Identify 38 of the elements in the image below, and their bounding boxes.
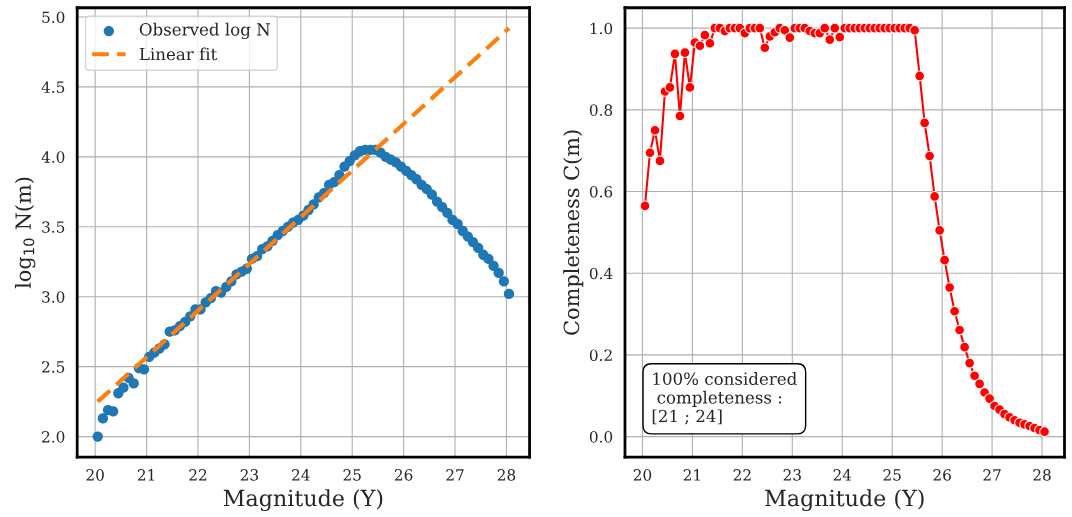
y-tick-label: 2.0 bbox=[42, 431, 65, 443]
y-tick-label: 4.0 bbox=[41, 151, 65, 163]
legend-label: Observed log N bbox=[139, 22, 270, 40]
y-axis-title: Completeness C(m) bbox=[563, 130, 584, 335]
y-tick-label: 0.2 bbox=[589, 349, 612, 361]
x-tick-label: 23 bbox=[783, 469, 801, 481]
x-tick-label: 27 bbox=[446, 469, 464, 481]
x-tick-label: 28 bbox=[497, 469, 516, 481]
y-tick-label: 3.0 bbox=[42, 291, 65, 303]
y-tick-label: 3.5 bbox=[42, 221, 65, 233]
y-tick-label: 0.4 bbox=[589, 267, 613, 280]
x-tick-label: 26 bbox=[394, 469, 413, 481]
y-axis-title: log$_{10}$ N(m) bbox=[14, 177, 36, 289]
x-tick-label: 27 bbox=[983, 469, 1001, 481]
x-tick-label: 25 bbox=[883, 469, 901, 481]
x-tick-label: 24 bbox=[833, 469, 852, 481]
x-tick-label: 22 bbox=[189, 469, 207, 481]
legend-label: Linear fit bbox=[139, 47, 218, 61]
x-tick-label: 26 bbox=[933, 469, 951, 481]
x-tick-label: 20 bbox=[86, 469, 104, 481]
x-tick-label: 22 bbox=[733, 469, 751, 481]
x-tick-label: 24 bbox=[292, 469, 310, 481]
y-tick-label: 0.8 bbox=[589, 104, 613, 116]
y-tick-label: 2.5 bbox=[42, 361, 65, 373]
y-tick-label: 5.0 bbox=[42, 11, 65, 24]
x-tick-label: 23 bbox=[240, 469, 258, 481]
x-tick-label: 28 bbox=[1033, 469, 1051, 481]
x-axis-title: Magnitude (Y) bbox=[765, 489, 924, 511]
y-tick-label: 0.0 bbox=[589, 431, 613, 443]
y-tick-label: 1.0 bbox=[590, 22, 613, 35]
annotation: 100% considered completeness : [21 ; 24] bbox=[652, 372, 797, 425]
x-tick-label: 20 bbox=[633, 469, 652, 481]
x-tick-label: 25 bbox=[343, 469, 361, 481]
y-tick-label: 4.5 bbox=[41, 81, 65, 93]
y-tick-label: 0.6 bbox=[589, 186, 613, 198]
x-tick-label: 21 bbox=[137, 469, 155, 481]
x-tick-label: 21 bbox=[683, 469, 700, 481]
x-axis-title: Magnitude (Y) bbox=[223, 489, 383, 511]
